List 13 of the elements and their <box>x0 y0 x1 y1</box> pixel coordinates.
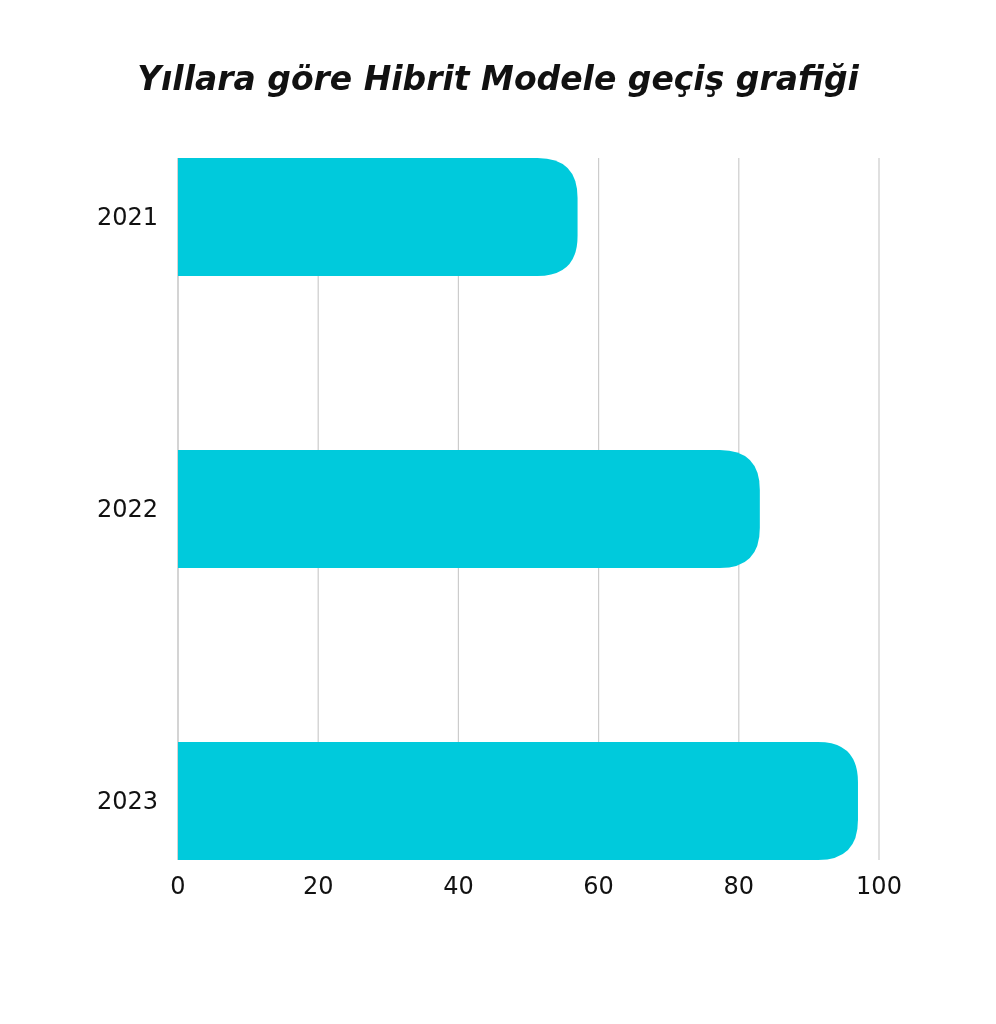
x-tick-label: 100 <box>856 872 902 900</box>
bar <box>178 158 578 276</box>
y-tick-label: 2023 <box>96 787 158 816</box>
y-tick-label: 2021 <box>96 203 158 232</box>
x-tick-label: 20 <box>302 872 334 900</box>
x-tick-label: 0 <box>170 872 186 900</box>
bar <box>178 450 760 568</box>
x-tick-label: 60 <box>583 872 614 900</box>
x-tick-label: 40 <box>443 872 474 900</box>
y-tick-label: 2022 <box>96 495 158 524</box>
chart-title: Yıllara göre Hibrit Modele geçiş grafiği <box>137 59 860 98</box>
x-tick-label: 80 <box>723 872 755 900</box>
bar <box>178 742 858 860</box>
